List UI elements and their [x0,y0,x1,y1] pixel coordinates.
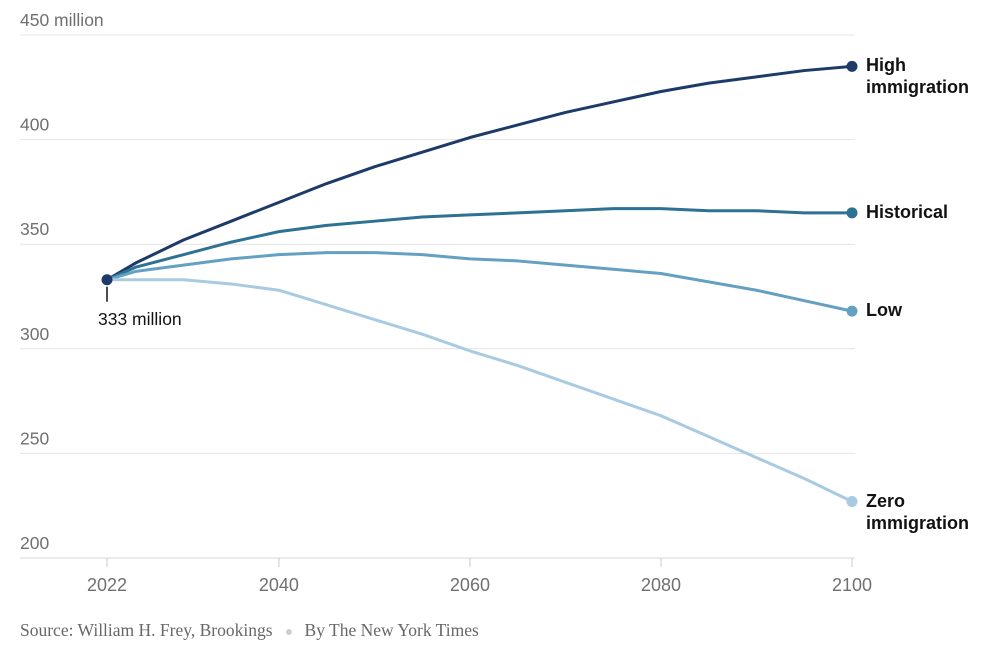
x-axis-label: 2080 [641,575,681,595]
series-line-low [105,251,854,313]
y-axis-label: 300 [20,324,49,344]
x-axis-label: 2040 [259,575,299,595]
byline-text: By The New York Times [304,620,479,640]
series-line-high-immigration [105,64,854,282]
series-endpoint-high-immigration [846,60,858,72]
y-axis-label: 400 [20,115,49,135]
y-axis-label: 200 [20,533,49,553]
annotation-label: 333 million [98,309,182,329]
chart-footer: Source: William H. Frey, Brookings By Th… [20,620,980,641]
x-axis-label: 2100 [832,575,872,595]
separator-dot-icon [285,628,292,635]
series-endpoint-historical [846,207,858,219]
series-line-historical [105,207,854,282]
series-endpoint-low [846,305,858,317]
series-line-zero-immigration [105,278,854,504]
series-endpoint-zero-immigration [846,496,858,508]
y-axis-label: 350 [20,219,49,239]
x-axis-label: 2060 [450,575,490,595]
source-text: Source: William H. Frey, Brookings [20,620,273,640]
y-axis-label: 250 [20,428,49,448]
y-axis-label: 450 million [20,10,104,30]
x-axis-label: 2022 [87,575,127,595]
start-point-dot [101,274,113,286]
